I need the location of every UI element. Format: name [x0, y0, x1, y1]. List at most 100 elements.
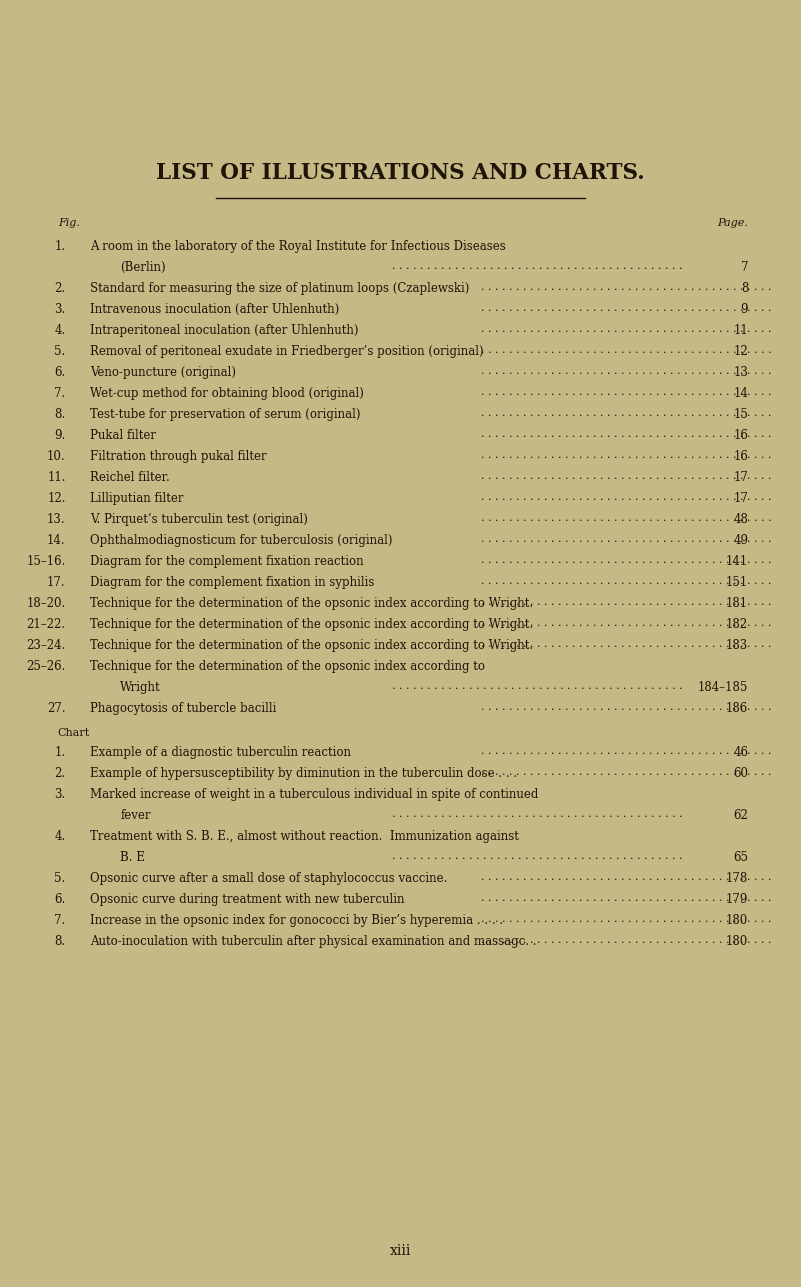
- Text: 8.: 8.: [54, 934, 66, 947]
- Text: 13.: 13.: [47, 514, 66, 526]
- Text: fever: fever: [120, 808, 151, 822]
- Text: . . . . . . . . . . . . . . . . . . . . . . . . . . . . . . . . . . . . . . . . : . . . . . . . . . . . . . . . . . . . . …: [481, 492, 771, 502]
- Text: 21–22.: 21–22.: [26, 618, 66, 631]
- Text: 182: 182: [726, 618, 748, 631]
- Text: 3.: 3.: [54, 788, 66, 801]
- Text: . . . . . . . . . . . . . . . . . . . . . . . . . . . . . . . . . . . . . . . . : . . . . . . . . . . . . . . . . . . . . …: [481, 450, 771, 459]
- Text: Wet-cup method for obtaining blood (original): Wet-cup method for obtaining blood (orig…: [90, 387, 364, 400]
- Text: Chart: Chart: [58, 728, 90, 737]
- Text: . . . . . . . . . . . . . . . . . . . . . . . . . . . . . . . . . . . . . . . . : . . . . . . . . . . . . . . . . . . . . …: [481, 324, 771, 335]
- Text: 180: 180: [726, 914, 748, 927]
- Text: A room in the laboratory of the Royal Institute for Infectious Diseases: A room in the laboratory of the Royal In…: [90, 239, 505, 254]
- Text: 183: 183: [726, 640, 748, 653]
- Text: 5.: 5.: [54, 871, 66, 885]
- Text: xiii: xiii: [390, 1245, 411, 1257]
- Text: (Berlin): (Berlin): [120, 261, 166, 274]
- Text: . . . . . . . . . . . . . . . . . . . . . . . . . . . . . . . . . . . . . . . . : . . . . . . . . . . . . . . . . . . . . …: [392, 261, 683, 272]
- Text: 11: 11: [734, 324, 748, 337]
- Text: . . . . . . . . . . . . . . . . . . . . . . . . . . . . . . . . . . . . . . . . : . . . . . . . . . . . . . . . . . . . . …: [481, 701, 771, 712]
- Text: . . . . . . . . . . . . . . . . . . . . . . . . . . . . . . . . . . . . . . . . : . . . . . . . . . . . . . . . . . . . . …: [392, 681, 683, 691]
- Text: 17.: 17.: [47, 577, 66, 589]
- Text: . . . . . . . . . . . . . . . . . . . . . . . . . . . . . . . . . . . . . . . . : . . . . . . . . . . . . . . . . . . . . …: [392, 808, 683, 819]
- Text: Test-tube for preservation of serum (original): Test-tube for preservation of serum (ori…: [90, 408, 360, 421]
- Text: . . . . . . . . . . . . . . . . . . . . . . . . . . . . . . . . . . . . . . . . : . . . . . . . . . . . . . . . . . . . . …: [481, 597, 771, 607]
- Text: 4.: 4.: [54, 324, 66, 337]
- Text: . . . . . . . . . . . . . . . . . . . . . . . . . . . . . . . . . . . . . . . . : . . . . . . . . . . . . . . . . . . . . …: [392, 851, 683, 861]
- Text: 12.: 12.: [47, 492, 66, 505]
- Text: Removal of peritoneal exudate in Friedberger’s position (original): Removal of peritoneal exudate in Friedbe…: [90, 345, 483, 358]
- Text: Opsonic curve during treatment with new tuberculin: Opsonic curve during treatment with new …: [90, 893, 405, 906]
- Text: 48: 48: [733, 514, 748, 526]
- Text: . . . . . . . . . . . . . . . . . . . . . . . . . . . . . . . . . . . . . . . . : . . . . . . . . . . . . . . . . . . . . …: [481, 302, 771, 313]
- Text: 17: 17: [733, 492, 748, 505]
- Text: Treatment with S. B. E., almost without reaction.  Immunization against: Treatment with S. B. E., almost without …: [90, 830, 518, 843]
- Text: Auto-inoculation with tuberculin after physical examination and massagc. .: Auto-inoculation with tuberculin after p…: [90, 934, 536, 947]
- Text: Marked increase of weight in a tuberculous individual in spite of continued: Marked increase of weight in a tuberculo…: [90, 788, 538, 801]
- Text: Example of a diagnostic tuberculin reaction: Example of a diagnostic tuberculin react…: [90, 746, 351, 759]
- Text: Increase in the opsonic index for gonococci by Bier’s hyperemia . . . .: Increase in the opsonic index for gonoco…: [90, 914, 503, 927]
- Text: 18–20.: 18–20.: [26, 597, 66, 610]
- Text: Fig.: Fig.: [58, 218, 79, 228]
- Text: 6.: 6.: [54, 893, 66, 906]
- Text: 181: 181: [726, 597, 748, 610]
- Text: . . . . . . . . . . . . . . . . . . . . . . . . . . . . . . . . . . . . . . . . : . . . . . . . . . . . . . . . . . . . . …: [481, 555, 771, 565]
- Text: Ophthalmodiagnosticum for tuberculosis (original): Ophthalmodiagnosticum for tuberculosis (…: [90, 534, 392, 547]
- Text: Technique for the determination of the opsonic index according to Wright.: Technique for the determination of the o…: [90, 640, 533, 653]
- Text: 15: 15: [733, 408, 748, 421]
- Text: . . . . . . . . . . . . . . . . . . . . . . . . . . . . . . . . . . . . . . . . : . . . . . . . . . . . . . . . . . . . . …: [481, 767, 771, 777]
- Text: . . . . . . . . . . . . . . . . . . . . . . . . . . . . . . . . . . . . . . . . : . . . . . . . . . . . . . . . . . . . . …: [481, 282, 771, 292]
- Text: . . . . . . . . . . . . . . . . . . . . . . . . . . . . . . . . . . . . . . . . : . . . . . . . . . . . . . . . . . . . . …: [481, 934, 771, 945]
- Text: Veno-puncture (original): Veno-puncture (original): [90, 366, 235, 378]
- Text: . . . . . . . . . . . . . . . . . . . . . . . . . . . . . . . . . . . . . . . . : . . . . . . . . . . . . . . . . . . . . …: [481, 893, 771, 903]
- Text: . . . . . . . . . . . . . . . . . . . . . . . . . . . . . . . . . . . . . . . . : . . . . . . . . . . . . . . . . . . . . …: [481, 408, 771, 418]
- Text: . . . . . . . . . . . . . . . . . . . . . . . . . . . . . . . . . . . . . . . . : . . . . . . . . . . . . . . . . . . . . …: [481, 514, 771, 523]
- Text: 17: 17: [733, 471, 748, 484]
- Text: Opsonic curve after a small dose of staphylococcus vaccine.: Opsonic curve after a small dose of stap…: [90, 871, 447, 885]
- Text: Technique for the determination of the opsonic index according to: Technique for the determination of the o…: [90, 660, 485, 673]
- Text: 11.: 11.: [47, 471, 66, 484]
- Text: . . . . . . . . . . . . . . . . . . . . . . . . . . . . . . . . . . . . . . . . : . . . . . . . . . . . . . . . . . . . . …: [481, 345, 771, 355]
- Text: 16: 16: [733, 429, 748, 441]
- Text: . . . . . . . . . . . . . . . . . . . . . . . . . . . . . . . . . . . . . . . . : . . . . . . . . . . . . . . . . . . . . …: [481, 871, 771, 882]
- Text: 1.: 1.: [54, 746, 66, 759]
- Text: Filtration through pukal filter: Filtration through pukal filter: [90, 450, 267, 463]
- Text: Diagram for the complement fixation reaction: Diagram for the complement fixation reac…: [90, 555, 364, 568]
- Text: 8: 8: [741, 282, 748, 295]
- Text: 5.: 5.: [54, 345, 66, 358]
- Text: V. Pirquet’s tuberculin test (original): V. Pirquet’s tuberculin test (original): [90, 514, 308, 526]
- Text: Intravenous inoculation (after Uhlenhuth): Intravenous inoculation (after Uhlenhuth…: [90, 302, 339, 317]
- Text: Technique for the determination of the opsonic index according to Wright.: Technique for the determination of the o…: [90, 618, 533, 631]
- Text: 4.: 4.: [54, 830, 66, 843]
- Text: 1.: 1.: [54, 239, 66, 254]
- Text: 7.: 7.: [54, 387, 66, 400]
- Text: 25–26.: 25–26.: [26, 660, 66, 673]
- Text: 23–24.: 23–24.: [26, 640, 66, 653]
- Text: . . . . . . . . . . . . . . . . . . . . . . . . . . . . . . . . . . . . . . . . : . . . . . . . . . . . . . . . . . . . . …: [481, 429, 771, 439]
- Text: . . . . . . . . . . . . . . . . . . . . . . . . . . . . . . . . . . . . . . . . : . . . . . . . . . . . . . . . . . . . . …: [481, 387, 771, 396]
- Text: 141: 141: [726, 555, 748, 568]
- Text: 15–16.: 15–16.: [26, 555, 66, 568]
- Text: 46: 46: [733, 746, 748, 759]
- Text: 27.: 27.: [47, 701, 66, 716]
- Text: 10.: 10.: [47, 450, 66, 463]
- Text: . . . . . . . . . . . . . . . . . . . . . . . . . . . . . . . . . . . . . . . . : . . . . . . . . . . . . . . . . . . . . …: [481, 366, 771, 376]
- Text: Diagram for the complement fixation in syphilis: Diagram for the complement fixation in s…: [90, 577, 374, 589]
- Text: 2.: 2.: [54, 767, 66, 780]
- Text: Technique for the determination of the opsonic index according to Wright.: Technique for the determination of the o…: [90, 597, 533, 610]
- Text: 12: 12: [734, 345, 748, 358]
- Text: 9: 9: [741, 302, 748, 317]
- Text: Pukal filter: Pukal filter: [90, 429, 155, 441]
- Text: Wright: Wright: [120, 681, 161, 694]
- Text: 62: 62: [733, 808, 748, 822]
- Text: B. E: B. E: [120, 851, 145, 864]
- Text: 8.: 8.: [54, 408, 66, 421]
- Text: 16: 16: [733, 450, 748, 463]
- Text: 186: 186: [726, 701, 748, 716]
- Text: 14.: 14.: [47, 534, 66, 547]
- Text: . . . . . . . . . . . . . . . . . . . . . . . . . . . . . . . . . . . . . . . . : . . . . . . . . . . . . . . . . . . . . …: [481, 618, 771, 628]
- Text: . . . . . . . . . . . . . . . . . . . . . . . . . . . . . . . . . . . . . . . . : . . . . . . . . . . . . . . . . . . . . …: [481, 746, 771, 755]
- Text: 3.: 3.: [54, 302, 66, 317]
- Text: 7: 7: [741, 261, 748, 274]
- Text: LIST OF ILLUSTRATIONS AND CHARTS.: LIST OF ILLUSTRATIONS AND CHARTS.: [156, 162, 645, 184]
- Text: Phagocytosis of tubercle bacilli: Phagocytosis of tubercle bacilli: [90, 701, 276, 716]
